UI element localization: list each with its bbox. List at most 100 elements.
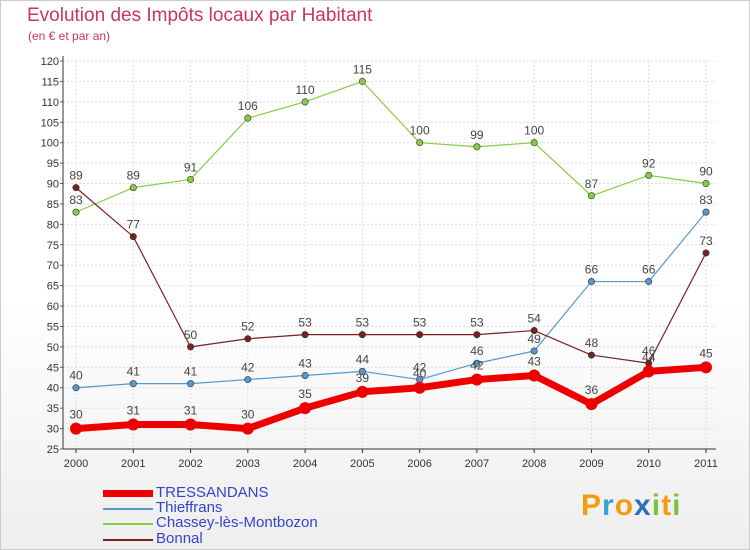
logo-letter: i [672,489,682,522]
data-label: 92 [642,156,656,170]
series-line-chassey-l-s-montbozon [75,80,707,213]
y-tick-label: 35 [47,403,59,415]
axes: 25 30 35 40 45 50 55 60 65 70 75 80 85 90 95 100 105 110 1… [41,56,718,470]
x-tick-label: 2005 [350,458,374,470]
data-label: 90 [699,165,713,179]
data-label: 87 [585,177,599,191]
legend-label: Thieffrans [156,499,223,516]
logo-letter: x [634,489,652,522]
data-label: 44 [356,352,370,366]
data-label: 83 [699,193,713,207]
data-point [473,359,481,367]
data-point [702,249,710,257]
data-point [416,331,424,339]
data-label: 66 [642,263,656,277]
chart-title: Evolution des Impôts locaux par Habitant [27,5,373,26]
data-point [241,422,254,435]
data-point [358,331,366,339]
data-label: 110 [296,83,315,97]
data-label: 115 [353,62,372,76]
data-label: 99 [470,128,484,142]
data-point [244,335,252,343]
data-label: 53 [470,316,484,330]
data-point [473,331,481,339]
data-label: 40 [69,369,83,383]
logo-letter: i [651,489,662,522]
data-point [70,422,82,435]
data-point [129,184,137,192]
y-tick-label: 115 [41,76,59,88]
x-tick-label: 2003 [236,458,260,470]
y-tick-label: 40 [47,383,59,395]
data-point [585,398,598,411]
data-point [301,98,309,106]
logo-letter: o [614,489,635,522]
legend-swatch [103,508,153,510]
y-tick-label: 90 [47,179,59,191]
data-point [72,184,80,192]
legend-label: TRESSANDANS [156,484,269,501]
data-label: 45 [699,346,713,360]
data-label: 31 [127,403,141,417]
data-label: 49 [528,332,542,346]
data-label: 43 [528,354,542,368]
chart-subtitle: (en € et par an) [28,29,111,43]
y-tick-label: 70 [47,260,59,272]
x-tick-label: 2007 [465,458,489,470]
data-point [184,418,197,431]
data-label: 53 [298,316,312,330]
data-point [702,180,710,188]
data-point [299,402,312,415]
data-point [473,143,481,151]
data-point [187,343,195,351]
logo-letter: P [581,489,603,522]
y-tick-label: 60 [47,301,59,313]
data-point [530,327,538,335]
y-tick-label: 30 [47,424,59,436]
legend-swatch [103,539,153,541]
data-label: 100 [410,124,430,138]
x-tick-label: 2002 [178,458,202,470]
data-point [72,208,80,216]
legend-swatch [103,523,153,525]
data-label: 39 [356,371,370,385]
data-label: 36 [585,383,599,397]
data-point [72,384,80,392]
data-point [129,233,137,241]
data-point [301,331,309,339]
data-point [528,369,541,382]
data-label: 35 [298,387,312,401]
y-tick-label: 105 [41,117,59,129]
data-label: 50 [184,328,198,342]
data-point [700,361,712,374]
data-label: 46 [642,344,656,358]
data-label: 30 [69,408,83,422]
data-label: 54 [528,312,542,326]
data-label: 41 [127,365,141,379]
y-tick-label: 75 [47,240,59,252]
data-point [358,77,366,85]
data-label: 52 [241,320,255,334]
data-label: 42 [413,361,427,375]
data-point [244,114,252,122]
data-point [587,351,595,359]
data-point [587,192,595,200]
y-tick-label: 65 [47,281,59,293]
data-point [358,367,366,375]
y-tick-label: 55 [47,321,59,333]
data-label: 91 [184,160,198,174]
data-point [187,175,195,183]
proxiti-logo[interactable]: Proxiti [581,489,681,523]
legend-swatch [103,490,153,497]
legend-label: Bonnal [156,530,203,547]
y-tick-label: 85 [47,199,59,211]
logo-letter: t [661,489,673,522]
data-label: 66 [585,263,599,277]
data-label: 89 [69,169,83,183]
y-tick-label: 25 [47,444,59,456]
series-line-bonnal [75,187,707,364]
data-label: 46 [470,344,484,358]
data-label: 40 [413,367,427,381]
